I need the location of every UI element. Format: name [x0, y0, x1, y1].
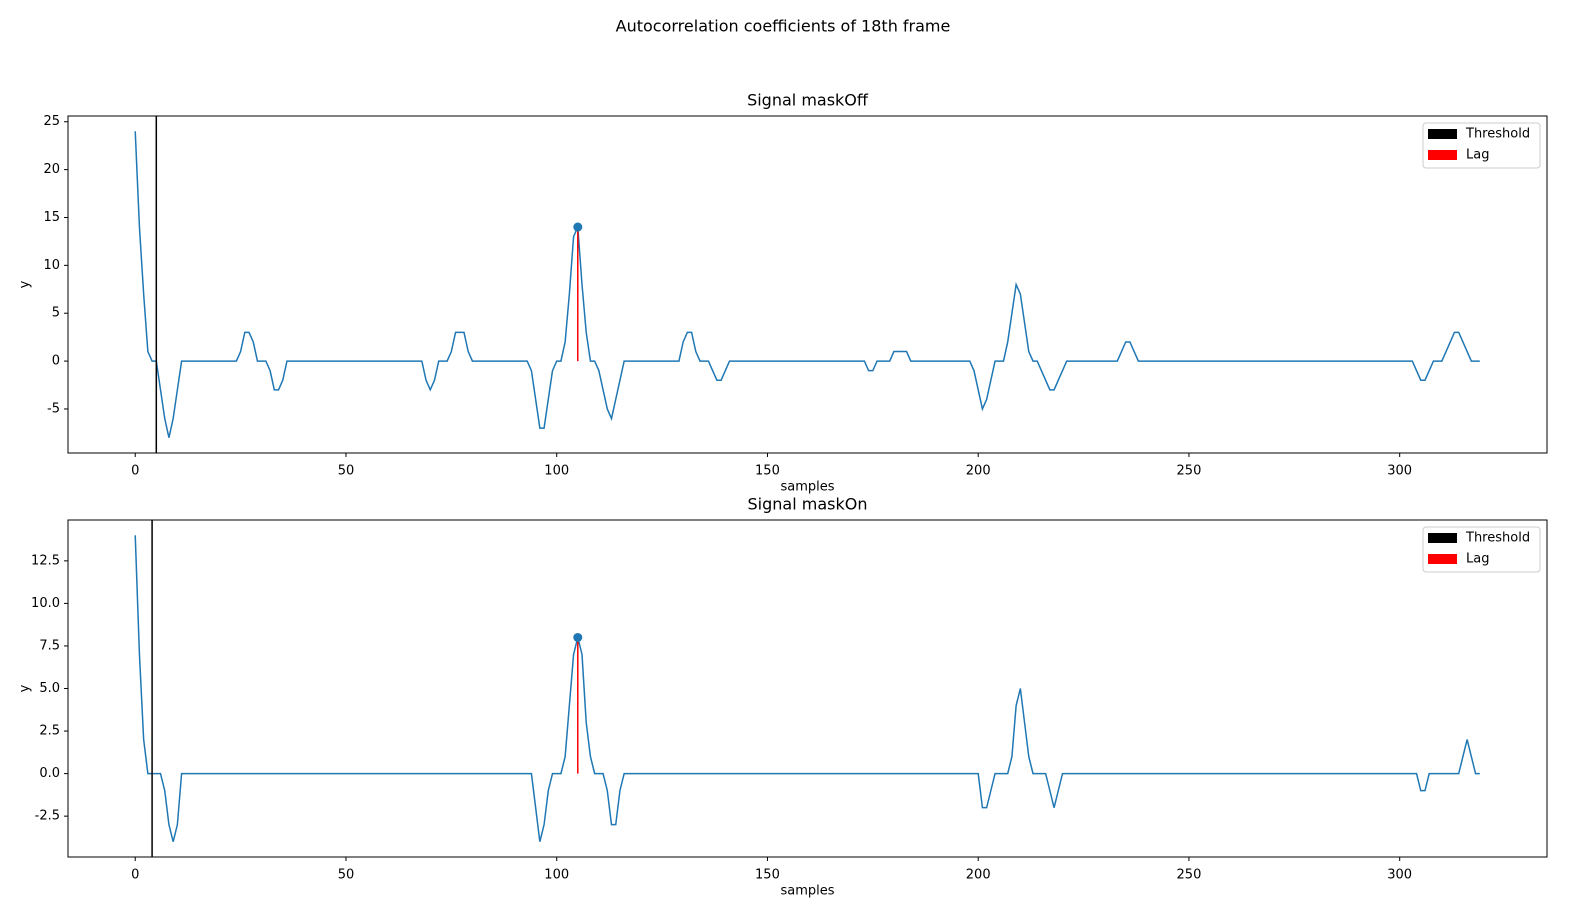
x-tick-label: 150	[755, 868, 780, 883]
data-line	[134, 131, 1480, 438]
legend-swatch	[1428, 554, 1457, 564]
lag-peak-marker	[573, 632, 583, 642]
y-tick-label: 7.5	[39, 638, 60, 653]
x-tick-label: 50	[338, 464, 355, 479]
x-tick-label: 200	[966, 464, 991, 479]
axes-title: Signal maskOn	[748, 495, 868, 514]
x-tick-label: 300	[1387, 868, 1412, 883]
x-tick-label: 50	[338, 868, 355, 883]
x-tick-label: 100	[544, 868, 569, 883]
y-tick-label: 25	[43, 114, 60, 129]
x-tick-label: 0	[131, 464, 139, 479]
x-axis-label: samples	[780, 480, 834, 495]
legend-label: Threshold	[1465, 127, 1530, 142]
legend-label: Lag	[1466, 552, 1489, 567]
y-tick-label: 10.0	[31, 596, 60, 611]
y-tick-label: 10	[43, 258, 60, 273]
x-tick-label: 300	[1387, 464, 1412, 479]
legend-swatch	[1428, 533, 1457, 543]
y-tick-label: 5	[52, 306, 60, 321]
y-tick-label: -5	[47, 401, 60, 416]
y-tick-label: 20	[43, 162, 60, 177]
legend: Threshold Lag	[1422, 122, 1541, 169]
y-tick-label: 15	[43, 210, 60, 225]
data-line	[134, 535, 1480, 842]
y-axis-label: y	[18, 280, 33, 288]
legend-label: Lag	[1466, 148, 1489, 163]
axes-frame	[67, 519, 1548, 858]
x-tick-label: 200	[966, 868, 991, 883]
x-tick-label: 0	[131, 868, 139, 883]
lag-peak-marker	[573, 222, 583, 232]
y-tick-label: 0.0	[39, 766, 60, 781]
x-tick-label: 250	[1177, 868, 1202, 883]
x-tick-label: 250	[1177, 464, 1202, 479]
y-axis-label: y	[18, 684, 33, 692]
legend-swatch	[1428, 129, 1457, 139]
y-tick-label: 0	[52, 354, 60, 369]
axes-title: Signal maskOff	[747, 91, 869, 110]
y-tick-label: 2.5	[39, 724, 60, 739]
legend-label: Threshold	[1465, 531, 1530, 546]
x-tick-label: 100	[544, 464, 569, 479]
y-tick-label: -2.5	[35, 809, 60, 824]
legend: Threshold Lag	[1422, 526, 1541, 573]
axes-frame	[67, 115, 1548, 454]
y-tick-label: 5.0	[39, 681, 60, 696]
y-tick-label: 12.5	[31, 553, 60, 568]
legend-swatch	[1428, 150, 1457, 160]
x-tick-label: 150	[755, 464, 780, 479]
x-axis-label: samples	[780, 884, 834, 899]
figure-title: Autocorrelation coefficients of 18th fra…	[616, 17, 951, 36]
